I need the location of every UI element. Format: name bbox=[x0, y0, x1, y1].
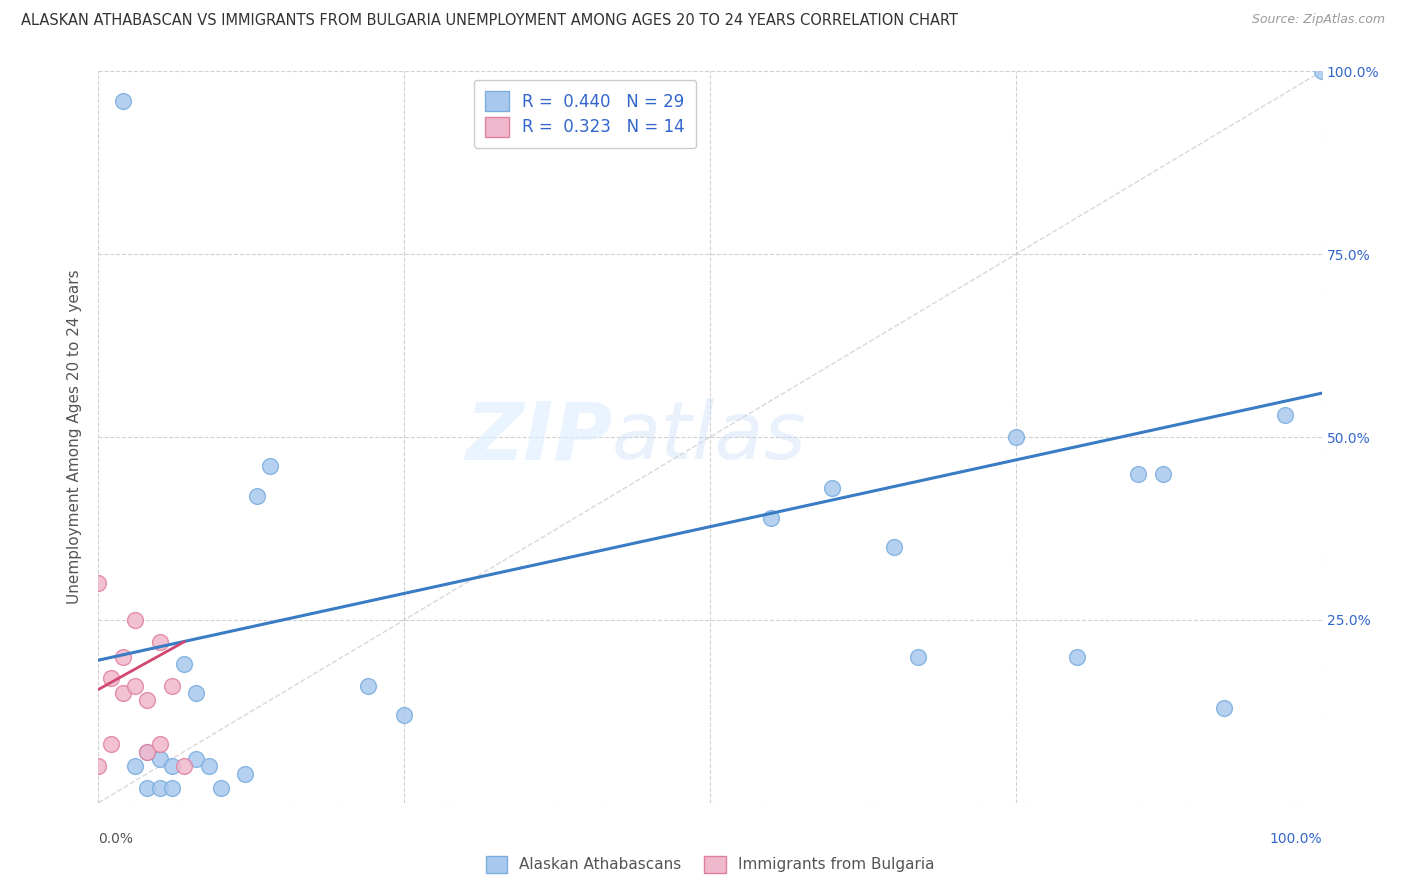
Point bbox=[149, 635, 172, 649]
Text: ZIP: ZIP bbox=[465, 398, 612, 476]
Point bbox=[1004, 430, 1026, 444]
Point bbox=[1152, 467, 1174, 481]
Text: ALASKAN ATHABASCAN VS IMMIGRANTS FROM BULGARIA UNEMPLOYMENT AMONG AGES 20 TO 24 : ALASKAN ATHABASCAN VS IMMIGRANTS FROM BU… bbox=[21, 13, 957, 29]
Point bbox=[149, 781, 172, 796]
Point bbox=[907, 649, 929, 664]
Point bbox=[87, 759, 110, 773]
Point bbox=[111, 94, 134, 108]
Point bbox=[160, 759, 183, 773]
Point bbox=[111, 686, 134, 700]
Point bbox=[1128, 467, 1150, 481]
Text: atlas: atlas bbox=[612, 398, 807, 476]
Point bbox=[136, 693, 159, 707]
Point bbox=[149, 737, 172, 751]
Point bbox=[111, 649, 134, 664]
Legend: Alaskan Athabascans, Immigrants from Bulgaria: Alaskan Athabascans, Immigrants from Bul… bbox=[479, 849, 941, 880]
Point bbox=[124, 679, 146, 693]
Point bbox=[1212, 700, 1234, 714]
Point bbox=[233, 766, 256, 780]
Y-axis label: Unemployment Among Ages 20 to 24 years: Unemployment Among Ages 20 to 24 years bbox=[67, 269, 83, 605]
Point bbox=[136, 745, 159, 759]
Point bbox=[821, 481, 844, 495]
Point bbox=[186, 686, 208, 700]
Point bbox=[136, 781, 159, 796]
Point bbox=[1274, 408, 1296, 422]
Point bbox=[173, 657, 195, 671]
Point bbox=[160, 679, 183, 693]
Point bbox=[1310, 64, 1333, 78]
Point bbox=[1066, 649, 1088, 664]
Point bbox=[209, 781, 232, 796]
Point bbox=[197, 759, 219, 773]
Point bbox=[124, 613, 146, 627]
Point bbox=[246, 489, 269, 503]
Point bbox=[100, 737, 122, 751]
Text: Source: ZipAtlas.com: Source: ZipAtlas.com bbox=[1251, 13, 1385, 27]
Point bbox=[356, 679, 378, 693]
Point bbox=[136, 745, 159, 759]
Point bbox=[87, 576, 110, 591]
Point bbox=[173, 759, 195, 773]
Point bbox=[100, 672, 122, 686]
Point bbox=[186, 752, 208, 766]
Point bbox=[124, 759, 146, 773]
Point bbox=[259, 459, 281, 474]
Point bbox=[160, 781, 183, 796]
Text: 100.0%: 100.0% bbox=[1270, 832, 1322, 846]
Point bbox=[392, 708, 416, 723]
Point bbox=[761, 510, 783, 524]
Text: 0.0%: 0.0% bbox=[98, 832, 134, 846]
Point bbox=[149, 752, 172, 766]
Point bbox=[883, 540, 905, 554]
